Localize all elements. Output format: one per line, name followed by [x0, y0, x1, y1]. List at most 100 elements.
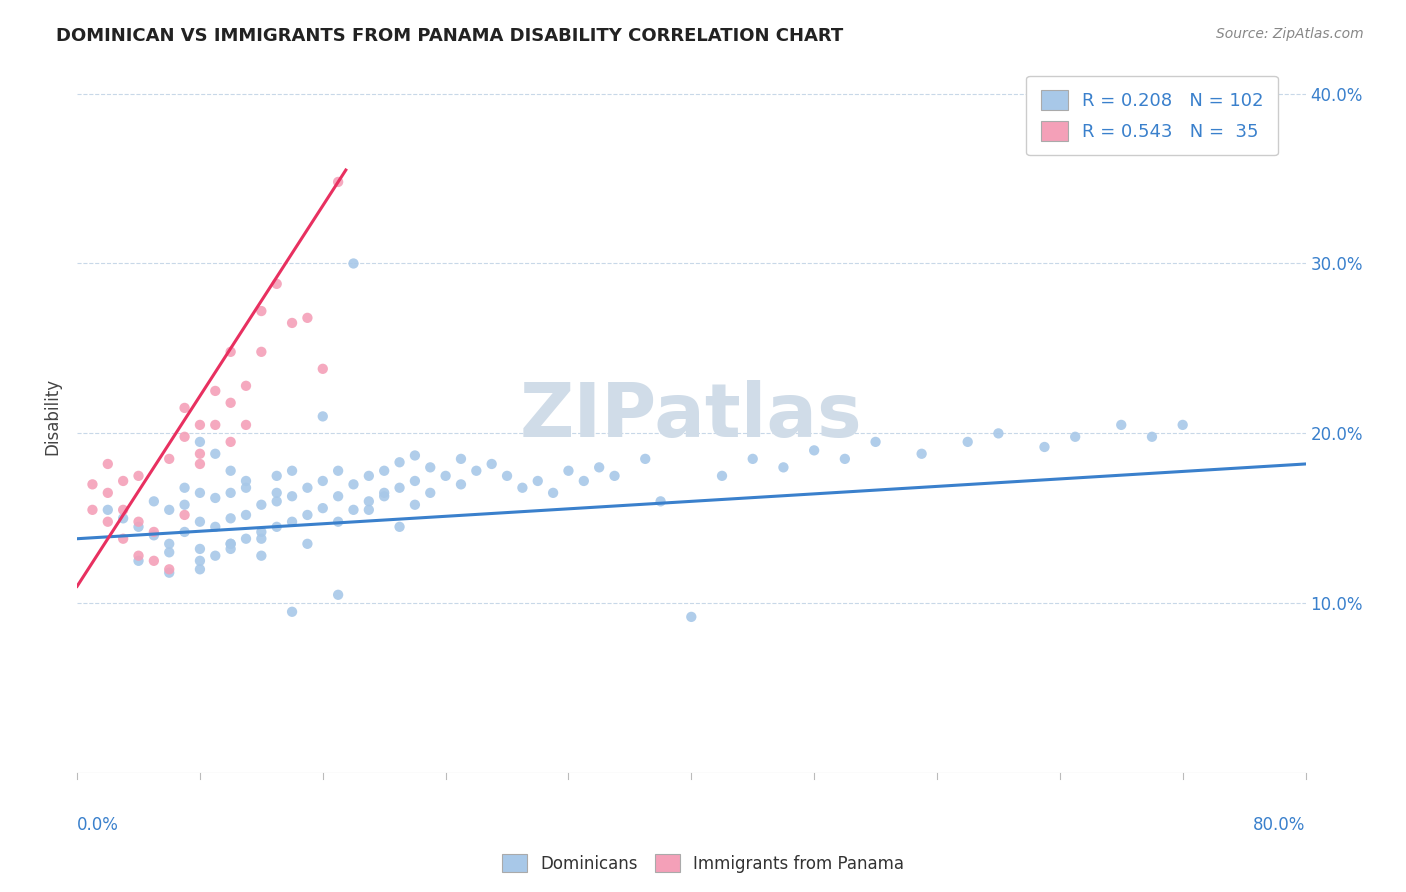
Text: 0.0%: 0.0% [77, 816, 120, 834]
Point [297, 537, 319, 551]
Point [388, 455, 411, 469]
Point [112, 503, 135, 517]
Point [834, 451, 856, 466]
Point [188, 457, 211, 471]
Point [219, 434, 242, 449]
Point [711, 468, 734, 483]
Point [188, 554, 211, 568]
Point [342, 503, 364, 517]
Point [250, 532, 273, 546]
Point [188, 486, 211, 500]
Y-axis label: Disability: Disability [44, 378, 60, 455]
Point [312, 361, 335, 376]
Text: ZIPatlas: ZIPatlas [520, 380, 863, 453]
Point [266, 468, 288, 483]
Point [741, 451, 763, 466]
Point [173, 508, 195, 522]
Point [512, 481, 534, 495]
Point [157, 537, 180, 551]
Point [235, 481, 257, 495]
Point [281, 515, 304, 529]
Point [388, 520, 411, 534]
Point [404, 474, 426, 488]
Point [373, 489, 395, 503]
Point [157, 545, 180, 559]
Point [312, 501, 335, 516]
Point [235, 417, 257, 432]
Point [112, 511, 135, 525]
Point [450, 477, 472, 491]
Point [803, 443, 825, 458]
Point [373, 464, 395, 478]
Point [404, 449, 426, 463]
Point [112, 532, 135, 546]
Point [357, 503, 380, 517]
Point [987, 426, 1010, 441]
Point [97, 457, 120, 471]
Point [450, 451, 472, 466]
Point [219, 541, 242, 556]
Point [312, 474, 335, 488]
Point [142, 554, 165, 568]
Point [219, 344, 242, 359]
Point [281, 489, 304, 503]
Point [204, 520, 226, 534]
Point [465, 464, 488, 478]
Point [157, 566, 180, 580]
Point [1064, 430, 1087, 444]
Point [219, 537, 242, 551]
Point [128, 549, 150, 563]
Point [97, 503, 120, 517]
Point [250, 549, 273, 563]
Point [326, 515, 349, 529]
Point [82, 477, 104, 491]
Point [419, 460, 441, 475]
Point [219, 511, 242, 525]
Text: 80.0%: 80.0% [1253, 816, 1306, 834]
Point [373, 486, 395, 500]
Point [188, 562, 211, 576]
Point [204, 384, 226, 398]
Point [204, 491, 226, 505]
Point [342, 256, 364, 270]
Point [326, 464, 349, 478]
Point [235, 508, 257, 522]
Point [650, 494, 672, 508]
Point [219, 537, 242, 551]
Point [128, 520, 150, 534]
Point [297, 481, 319, 495]
Point [142, 494, 165, 508]
Point [1171, 417, 1194, 432]
Point [173, 481, 195, 495]
Point [112, 474, 135, 488]
Point [266, 277, 288, 291]
Point [82, 503, 104, 517]
Point [250, 524, 273, 539]
Text: DOMINICAN VS IMMIGRANTS FROM PANAMA DISABILITY CORRELATION CHART: DOMINICAN VS IMMIGRANTS FROM PANAMA DISA… [56, 27, 844, 45]
Point [281, 605, 304, 619]
Point [865, 434, 887, 449]
Point [235, 532, 257, 546]
Point [326, 588, 349, 602]
Point [97, 486, 120, 500]
Point [204, 447, 226, 461]
Point [572, 474, 595, 488]
Point [157, 503, 180, 517]
Point [235, 379, 257, 393]
Point [297, 310, 319, 325]
Point [173, 401, 195, 415]
Point [204, 549, 226, 563]
Legend: R = 0.208   N = 102, R = 0.543   N =  35: R = 0.208 N = 102, R = 0.543 N = 35 [1026, 76, 1278, 155]
Point [173, 498, 195, 512]
Point [235, 474, 257, 488]
Point [526, 474, 548, 488]
Point [911, 447, 934, 461]
Point [250, 344, 273, 359]
Point [956, 434, 979, 449]
Point [188, 515, 211, 529]
Point [681, 610, 703, 624]
Point [588, 460, 610, 475]
Point [97, 515, 120, 529]
Point [541, 486, 564, 500]
Point [281, 316, 304, 330]
